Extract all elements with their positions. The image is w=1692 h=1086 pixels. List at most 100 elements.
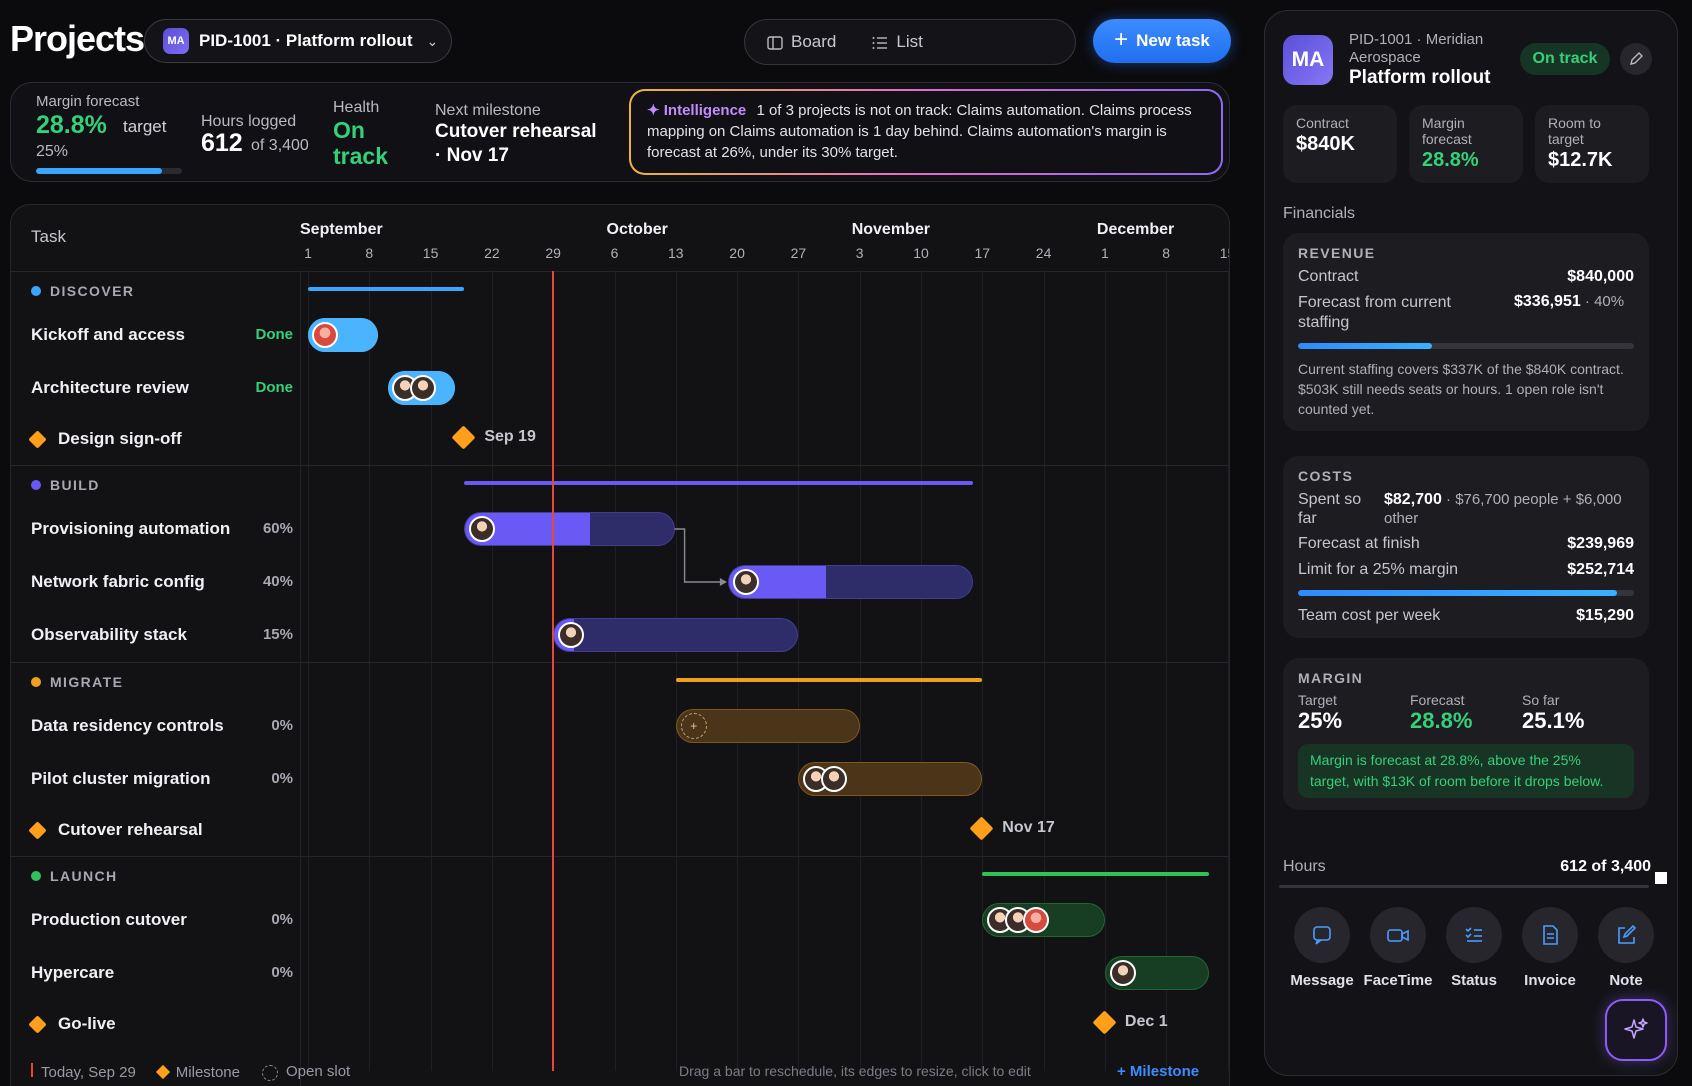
- task-name[interactable]: Kickoff and access: [31, 325, 186, 344]
- milestone-marker[interactable]: Sep 19: [451, 424, 536, 450]
- task-bar[interactable]: [387, 371, 456, 405]
- milestone-diamond-icon: [28, 1014, 47, 1034]
- intelligence-tag-label: Intelligence: [663, 102, 747, 119]
- task-bar[interactable]: [553, 618, 799, 652]
- task-bar[interactable]: [464, 512, 675, 546]
- task-name[interactable]: Architecture review: [31, 378, 189, 397]
- assignee-group: [732, 569, 759, 595]
- grid-line: [675, 271, 677, 1071]
- milestone-name[interactable]: Design sign-off: [28, 429, 182, 449]
- revenue-card: REVENUE Contract $840,000 Forecast from c…: [1283, 233, 1649, 431]
- task-bar[interactable]: [308, 318, 379, 352]
- task-name[interactable]: Pilot cluster migration: [31, 769, 211, 788]
- board-icon: [767, 35, 783, 50]
- margin-note: Margin is forecast at 28.8%, above the 2…: [1298, 744, 1634, 798]
- invoice-icon: [1522, 907, 1578, 963]
- group-divider: [11, 662, 1229, 663]
- milestone-marker[interactable]: Dec 1: [1092, 1009, 1168, 1035]
- hours-logged-total: of 3,400: [251, 137, 309, 154]
- invoice-action-button[interactable]: Invoice: [1515, 907, 1585, 989]
- group-dot: [31, 677, 41, 687]
- contract-label: Contract: [1298, 268, 1359, 285]
- kpi-value: 28.8%: [1422, 149, 1479, 171]
- task-bar[interactable]: +: [675, 709, 860, 743]
- view-list-button[interactable]: List: [854, 23, 940, 61]
- facetime-action-label: FaceTime: [1363, 972, 1433, 989]
- intelligence-text: 1 of 3 projects is not on track: Claims …: [647, 102, 1192, 161]
- task-name[interactable]: Network fabric config: [31, 572, 205, 591]
- group-header-launch[interactable]: LAUNCH: [31, 868, 118, 884]
- grid-line: [859, 271, 861, 1071]
- hours-label: Hours: [1283, 858, 1326, 875]
- group-divider: [11, 856, 1229, 857]
- assignee-group: [558, 622, 585, 648]
- hours-slider-handle[interactable]: [1655, 872, 1667, 884]
- task-name[interactable]: Hypercare: [31, 963, 115, 982]
- project-selector[interactable]: MA PID-1001 · Platform rollout ⌄: [144, 19, 452, 63]
- avatar: [469, 516, 496, 542]
- status-action-button[interactable]: Status: [1439, 907, 1509, 989]
- grid-line: [921, 271, 922, 1071]
- edit-button[interactable]: [1620, 43, 1652, 75]
- add-milestone-button[interactable]: + Milestone: [1117, 1063, 1200, 1080]
- task-name[interactable]: Production cutover: [31, 910, 187, 929]
- margin-forecast-label2: Forecast: [1410, 692, 1465, 708]
- new-task-button[interactable]: + New task: [1093, 19, 1231, 63]
- group-name: MIGRATE: [50, 674, 124, 690]
- project-detail-panel: MA PID-1001 · Meridian Aerospace Platfor…: [1264, 10, 1678, 1076]
- task-status: 0%: [271, 770, 293, 787]
- margin-forecast-value: 28.8%: [36, 111, 107, 139]
- cost-progress-bar: [1298, 590, 1634, 596]
- week-tick-label: 8: [365, 245, 374, 261]
- note-action-button[interactable]: Note: [1591, 907, 1661, 989]
- kpi-value: $840K: [1296, 133, 1355, 155]
- invoice-action-label: Invoice: [1524, 972, 1576, 989]
- group-header-discover[interactable]: DISCOVER: [31, 283, 134, 299]
- legend-open-label: Open slot: [286, 1063, 351, 1081]
- week-tick-label: 22: [484, 245, 500, 261]
- facetime-action-button[interactable]: FaceTime: [1363, 907, 1433, 989]
- spent-value: $82,700: [1384, 491, 1442, 508]
- intelligence-card[interactable]: ✦ Intelligence 1 of 3 projects is not on…: [629, 89, 1223, 175]
- avatar: [1023, 907, 1050, 933]
- task-bar[interactable]: [727, 565, 974, 599]
- assistant-button[interactable]: [1605, 999, 1667, 1061]
- avatar: [1109, 960, 1136, 986]
- project-avatar-large: MA: [1283, 35, 1333, 85]
- financials-heading: Financials: [1283, 205, 1356, 222]
- task-bar[interactable]: [982, 903, 1105, 937]
- message-action-button[interactable]: Message: [1287, 907, 1357, 989]
- kpi-card: Margin forecast 28.8%: [1409, 105, 1523, 183]
- task-bar[interactable]: [1104, 956, 1210, 990]
- task-status: 0%: [271, 964, 293, 981]
- margin-forecast-val: 28.8%: [1410, 708, 1473, 733]
- status-action-label: Status: [1451, 972, 1497, 989]
- milestone-date: Nov 17: [1002, 819, 1055, 836]
- open-slot-icon[interactable]: +: [680, 713, 707, 739]
- task-name[interactable]: Observability stack: [31, 625, 187, 644]
- view-board-button[interactable]: Board: [749, 23, 854, 61]
- margin-target-val: 25%: [1298, 708, 1343, 733]
- group-header-build[interactable]: BUILD: [31, 477, 100, 493]
- task-status: 40%: [262, 573, 293, 590]
- chevron-down-icon: ⌄: [426, 32, 439, 49]
- group-span-bar: [464, 481, 974, 485]
- group-name: BUILD: [50, 477, 100, 493]
- next-milestone-label: Next milestone: [435, 102, 541, 119]
- week-tick-label: 6: [610, 245, 619, 261]
- task-name[interactable]: Data residency controls: [31, 716, 224, 735]
- milestone-name[interactable]: Cutover rehearsal: [28, 820, 203, 840]
- milestone-diamond-icon: [28, 429, 47, 449]
- task-bar[interactable]: [798, 762, 983, 796]
- week-tick-label: 27: [790, 245, 807, 261]
- milestone-name[interactable]: Go-live: [28, 1014, 116, 1034]
- next-milestone-value: Cutover rehearsal · Nov 17: [435, 121, 597, 166]
- finish-label: Forecast at finish: [1298, 535, 1420, 552]
- task-name[interactable]: Provisioning automation: [31, 519, 231, 538]
- milestone-marker[interactable]: Nov 17: [969, 815, 1055, 841]
- grid-line: [491, 271, 493, 1071]
- group-header-migrate[interactable]: MIGRATE: [31, 674, 123, 690]
- assignee-group: [987, 907, 1050, 933]
- view-list-label: List: [896, 32, 923, 51]
- margin-target-word: target: [123, 117, 167, 136]
